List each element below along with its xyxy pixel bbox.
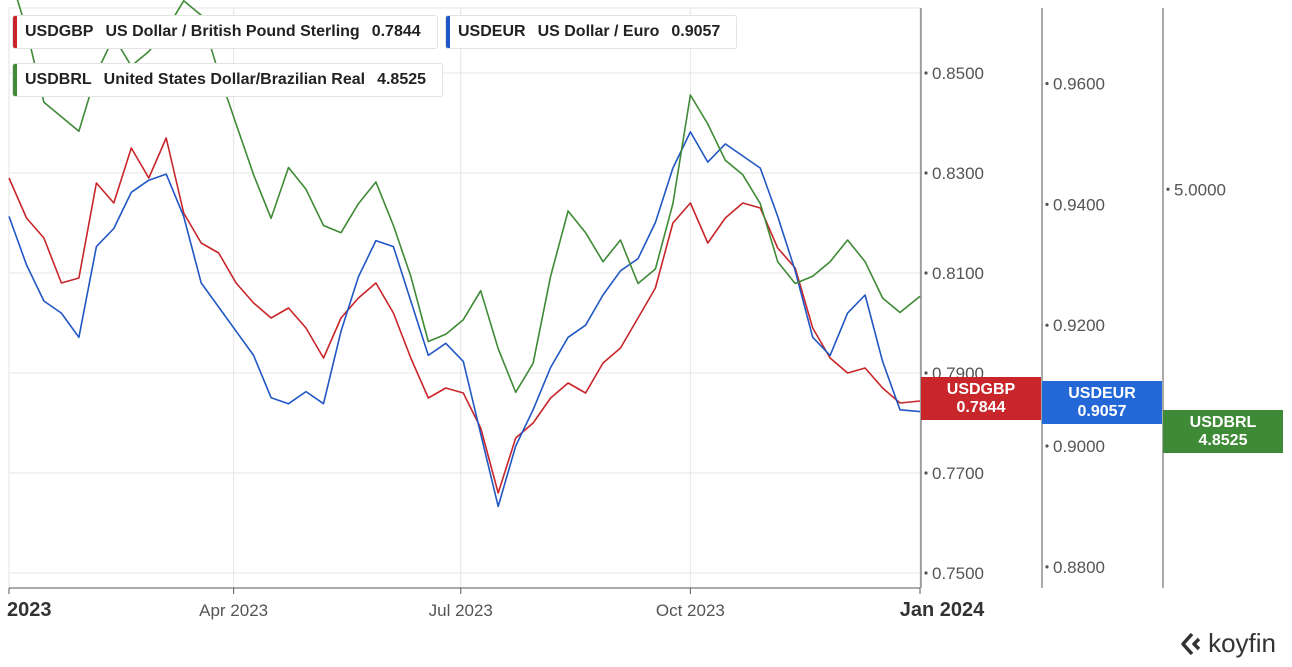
tag-symbol: USDEUR xyxy=(1068,384,1136,402)
legend-description: United States Dollar/Brazilian Real xyxy=(103,71,366,88)
x-tick-label: Jan 2024 xyxy=(900,599,985,621)
legend-item-usdgbp[interactable]: USDGBP US Dollar / British Pound Sterlin… xyxy=(12,15,438,49)
brand-logo: koyfin xyxy=(1178,628,1276,659)
y-tick-label-eur: 0.9400 xyxy=(1053,195,1105,214)
brand-name: koyfin xyxy=(1208,628,1276,658)
tag-symbol: USDBRL xyxy=(1189,413,1257,431)
x-axis: 2023 Apr 2023 Jul 2023 Oct 2023 Jan 2024 xyxy=(7,587,985,621)
legend-description: US Dollar / Euro xyxy=(537,23,660,40)
tag-value: 0.9057 xyxy=(1077,402,1127,420)
y-tick-mark xyxy=(1166,187,1170,191)
legend-value: 0.7844 xyxy=(371,23,421,40)
x-tick-label: 2023 xyxy=(7,599,52,621)
y-tick-label-eur: 0.9000 xyxy=(1053,437,1105,456)
usdgbp-swatch xyxy=(13,16,17,48)
y-tick-mark xyxy=(924,571,928,575)
legend-symbol: USDEUR xyxy=(458,23,526,40)
tag-value: 4.8525 xyxy=(1198,431,1248,449)
y-tick-label-gbp: 0.7700 xyxy=(932,464,984,483)
y-tick-label-brl: 5.0000 xyxy=(1174,180,1226,199)
usdbrl-last-tag: USDBRL 4.8525 xyxy=(1163,410,1283,453)
legend-description: US Dollar / British Pound Sterling xyxy=(105,23,360,40)
koyfin-logo-icon xyxy=(1181,632,1201,655)
y-tick-mark xyxy=(1045,444,1049,448)
legend-item-usdeur[interactable]: USDEUR US Dollar / Euro 0.9057 xyxy=(445,15,738,49)
x-tick-label: Apr 2023 xyxy=(199,601,268,620)
y-tick-mark xyxy=(1045,565,1049,569)
y-tick-label-gbp: 0.8300 xyxy=(932,164,984,183)
usdgbp-last-tag: USDGBP 0.7844 xyxy=(921,377,1041,420)
y-tick-mark xyxy=(1045,81,1049,86)
y-tick-mark xyxy=(1045,202,1049,206)
series-line-usdgbp xyxy=(8,137,921,494)
tag-value: 0.7844 xyxy=(956,398,1006,416)
legend-value: 0.9057 xyxy=(671,23,721,40)
y-tick-mark xyxy=(924,271,928,275)
legend-value: 4.8525 xyxy=(377,71,427,88)
legend-item-usdbrl[interactable]: USDBRL United States Dollar/Brazilian Re… xyxy=(12,63,444,97)
y-tick-mark xyxy=(924,71,928,75)
usdbrl-swatch xyxy=(13,64,17,96)
usdeur-swatch xyxy=(446,16,450,48)
tag-symbol: USDGBP xyxy=(946,380,1016,398)
y-tick-label-eur: 0.8800 xyxy=(1053,558,1105,577)
y-tick-label-gbp: 0.8500 xyxy=(932,64,984,83)
y-tick-label-gbp: 0.7500 xyxy=(932,564,984,583)
axes-layer: 0.75000.77000.79000.81000.83000.85000.88… xyxy=(920,8,1226,588)
series-line-usdeur xyxy=(8,131,921,508)
usdeur-last-tag: USDEUR 0.9057 xyxy=(1042,381,1162,424)
y-tick-label-eur: 0.9600 xyxy=(1053,75,1105,94)
y-tick-label-eur: 0.9200 xyxy=(1053,316,1105,335)
y-tick-label-gbp: 0.8100 xyxy=(932,264,984,283)
y-tick-mark xyxy=(924,371,928,375)
series-line-usdbrl xyxy=(16,0,921,394)
y-tick-mark xyxy=(924,171,928,175)
y-tick-mark xyxy=(924,471,928,475)
y-tick-mark xyxy=(1045,323,1049,327)
x-tick-label: Jul 2023 xyxy=(429,601,493,620)
legend-symbol: USDGBP xyxy=(25,23,94,40)
legend-symbol: USDBRL xyxy=(25,71,92,88)
x-tick-label: Oct 2023 xyxy=(656,601,725,620)
